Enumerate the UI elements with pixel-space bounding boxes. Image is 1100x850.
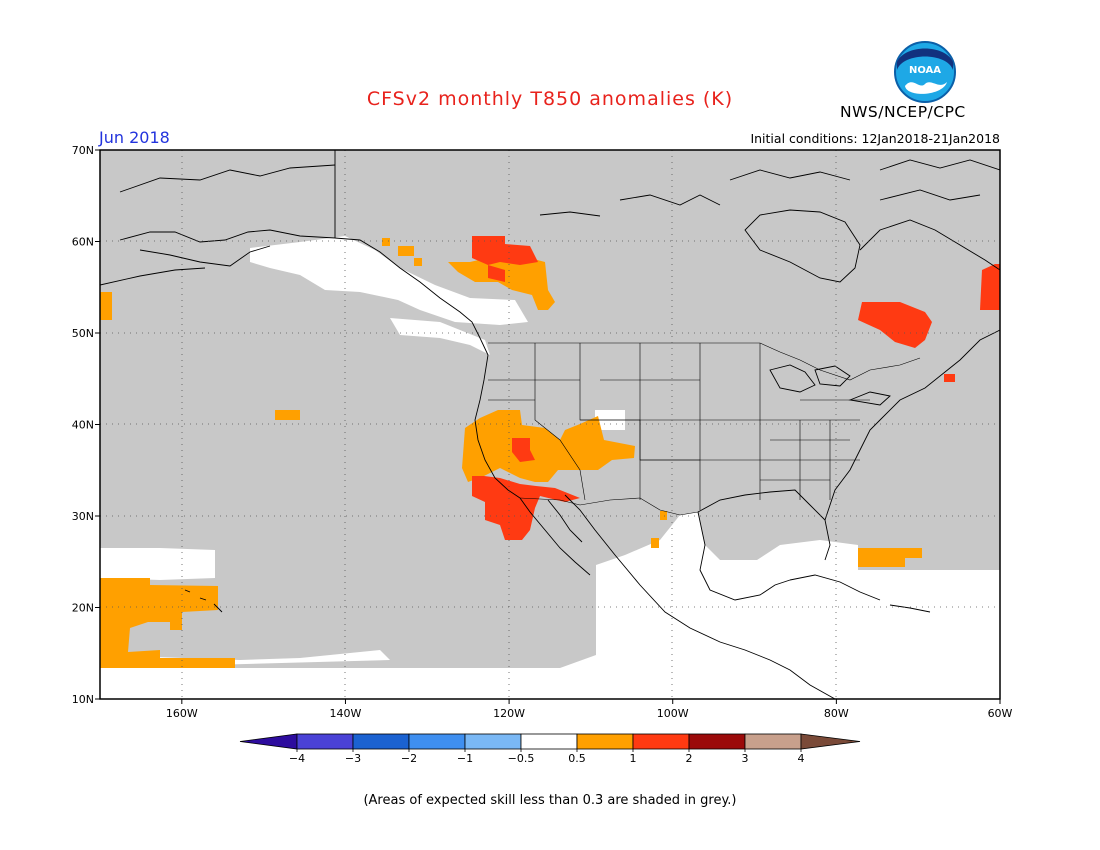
- anomaly-1-to-2: [472, 236, 1000, 540]
- borders: [488, 342, 921, 516]
- lon-tick-label: 60W: [988, 707, 1013, 720]
- colorbar-label: −0.5: [508, 752, 535, 765]
- colorbar-label: −2: [401, 752, 417, 765]
- lat-tick-label: 50N: [72, 327, 94, 340]
- forecast-month: Jun 2018: [99, 128, 170, 147]
- lat-tick-label: 40N: [72, 419, 94, 432]
- lat-tick-label: 60N: [72, 236, 94, 249]
- colorbar-box: [688, 733, 746, 750]
- map-axes: 160W 140W 120W 100W 80W 60W 10N 20N 30N 40N 50N 60N…: [72, 144, 1013, 720]
- colorbar-label: 0.5: [568, 752, 586, 765]
- graticule: [100, 150, 1000, 699]
- lat-tick-label: 10N: [72, 693, 94, 706]
- colorbar-box: [744, 733, 802, 750]
- lat-tick-label: 20N: [72, 602, 94, 615]
- colorbar-label: −1: [457, 752, 473, 765]
- lon-tick-label: 80W: [824, 707, 849, 720]
- noaa-logo: NOAA: [894, 41, 956, 103]
- colorbar-label: 2: [686, 752, 693, 765]
- colorbar-right-arrow: [800, 733, 861, 750]
- lon-tick-label: 160W: [166, 707, 198, 720]
- anomaly-0-5-to-1: [100, 238, 922, 668]
- colorbar-box: [296, 733, 354, 750]
- coastlines: [100, 150, 1000, 699]
- colorbar-box: [520, 733, 578, 750]
- agency-label: NWS/NCEP/CPC: [840, 103, 966, 121]
- colorbar-box: [632, 733, 690, 750]
- lat-tick-label: 30N: [72, 510, 94, 523]
- colorbar-label: −3: [345, 752, 361, 765]
- lon-tick-label: 100W: [657, 707, 689, 720]
- colorbar-box: [352, 733, 410, 750]
- colorbar-box: [576, 733, 634, 750]
- lon-tick-label: 140W: [330, 707, 362, 720]
- colorbar-label: −4: [289, 752, 305, 765]
- colorbar-label: 3: [742, 752, 749, 765]
- colorbar-box: [408, 733, 466, 750]
- initial-conditions: Initial conditions: 12Jan2018-21Jan2018: [750, 131, 1000, 146]
- skill-footnote: (Areas of expected skill less than 0.3 a…: [363, 793, 737, 808]
- colorbar-box: [464, 733, 522, 750]
- lat-tick-label: 70N: [72, 144, 94, 157]
- logo-text: NOAA: [909, 65, 941, 76]
- map-title: CFSv2 monthly T850 anomalies (K): [366, 88, 734, 110]
- lon-tick-label: 120W: [493, 707, 525, 720]
- colorbar-label: 1: [630, 752, 637, 765]
- colorbar-left-arrow: [239, 733, 298, 750]
- colorbar-label: 4: [798, 752, 805, 765]
